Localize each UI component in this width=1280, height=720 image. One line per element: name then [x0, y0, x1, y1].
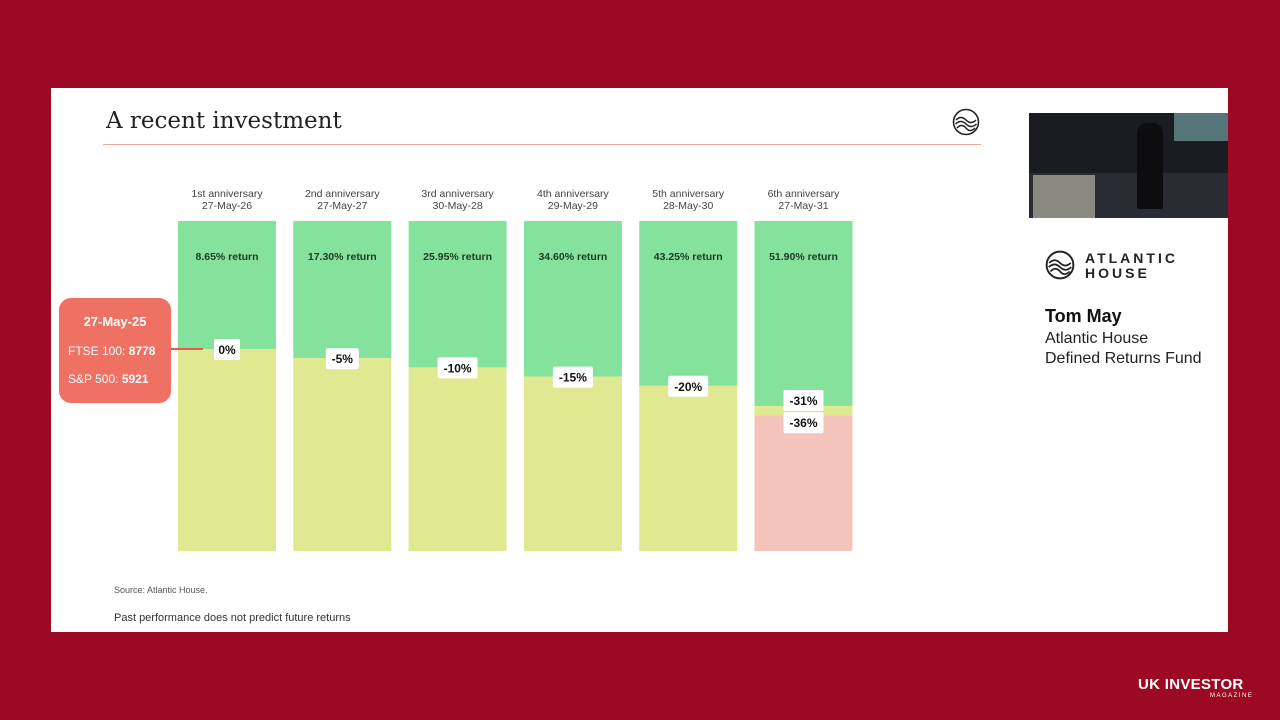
barrier-label-box [552, 366, 593, 388]
return-zone-bar [178, 221, 276, 349]
uk-investor-watermark: UK INVESTOR MAGAZINE [1138, 676, 1268, 704]
capital-barrier-label-box [783, 412, 824, 434]
video-speaker [1137, 123, 1163, 209]
return-zone-bar [639, 221, 738, 386]
atlantic-house-logo-icon [952, 108, 980, 136]
return-label: 25.95% return [423, 251, 492, 263]
barrier-label-box [668, 375, 709, 397]
ftse-value: 8778 [128, 344, 156, 358]
sp500-line: S&P 500: 5921 [68, 372, 149, 386]
barrier-label: -5% [332, 352, 354, 366]
start-date-callout: 27-May-25 FTSE 100: 8778 S&P 500: 5921 [59, 298, 171, 403]
speaker-name: Tom May [1045, 306, 1122, 326]
speaker-video [1029, 113, 1228, 218]
barrier-label: -31% [789, 394, 817, 408]
barrier-label-box [325, 348, 359, 370]
callout-date: 27-May-25 [83, 314, 147, 329]
anniversary-label: 4th anniversary [537, 188, 610, 200]
speaker-panel: ATLANTIC HOUSE Tom May Atlantic House De… [1029, 88, 1228, 632]
return-label: 34.60% return [538, 251, 607, 263]
return-label: 17.30% return [308, 251, 377, 263]
speaker-org-line2: Defined Returns Fund [1045, 350, 1202, 367]
return-label: 8.65% return [195, 251, 258, 263]
title-divider [103, 144, 981, 145]
anniversary-label: 6th anniversary [768, 188, 841, 200]
speaker-organisation: Atlantic House Defined Returns Fund [1045, 329, 1202, 369]
anniversary-date: 28-May-30 [663, 200, 713, 212]
presentation-slide: A recent investment 1st anniversary 27-Ma… [51, 88, 1029, 632]
barrier-label: -15% [559, 371, 587, 385]
return-zone-bar [293, 221, 392, 359]
disclaimer-note: Past performance does not predict future… [114, 612, 351, 624]
brand-line1: ATLANTIC [1085, 250, 1178, 266]
video-screen [1174, 113, 1228, 141]
return-zone-bar [754, 221, 853, 407]
barrier-zone-bar [293, 358, 392, 551]
anniversary-date: 27-May-26 [202, 200, 252, 212]
anniversary-label: 5th anniversary [652, 188, 725, 200]
capital-loss-zone-bar [754, 415, 853, 551]
return-label: 43.25% return [654, 251, 723, 263]
brand-line2: HOUSE [1085, 265, 1150, 281]
anniversary-date: 29-May-29 [548, 200, 598, 212]
watermark-main: UK INVESTOR [1138, 676, 1244, 693]
capital-barrier-label: -36% [789, 416, 817, 430]
barrier-label-box [783, 390, 824, 412]
barrier-zone-bar [639, 385, 738, 551]
return-zone-bar [408, 221, 507, 368]
barrier-label: -10% [444, 361, 472, 375]
return-label: 51.90% return [769, 251, 838, 263]
anniversary-date: 27-May-27 [317, 200, 367, 212]
barrier-label: -20% [674, 380, 702, 394]
brand-text: ATLANTIC HOUSE [1085, 251, 1178, 281]
anniversary-date: 30-May-28 [432, 200, 482, 212]
barrier-label-box [437, 357, 478, 379]
anniversary-label: 2nd anniversary [305, 188, 380, 200]
barrier-label-box [214, 339, 240, 360]
source-note: Source: Atlantic House. [114, 585, 208, 595]
anniversary-label: 3rd anniversary [421, 188, 494, 200]
ftse-line: FTSE 100: 8778 [68, 344, 155, 358]
ftse-label: FTSE 100: [68, 344, 126, 358]
barrier-zone-bar [178, 349, 276, 551]
watermark-sub: MAGAZINE [1210, 693, 1254, 699]
atlantic-house-brand: ATLANTIC HOUSE [1045, 250, 1215, 284]
anniversary-label: 1st anniversary [191, 188, 263, 200]
atlantic-house-logo-icon [1045, 250, 1075, 280]
anniversary-date: 27-May-31 [778, 200, 828, 212]
slide-title: A recent investment [106, 108, 342, 134]
sp500-label: S&P 500: [68, 372, 119, 386]
speaker-org-line1: Atlantic House [1045, 330, 1149, 347]
barrier-label: 0% [218, 343, 236, 357]
barrier-zone-bar [408, 367, 507, 551]
video-lectern [1033, 175, 1095, 218]
return-zone-bar [523, 221, 622, 377]
callout-connector [171, 348, 203, 350]
barrier-zone-bar [523, 376, 622, 551]
sp500-value: 5921 [121, 372, 149, 386]
